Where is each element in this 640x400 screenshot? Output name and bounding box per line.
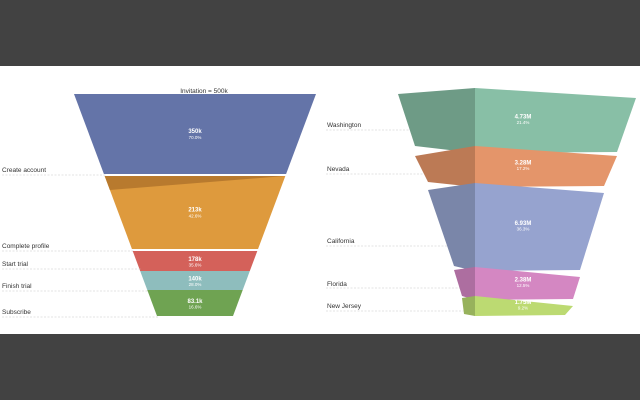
- funnel-stage-label: Create account: [2, 167, 46, 174]
- funnel-stage-label: Subscribe: [2, 309, 31, 316]
- funnel-percent-label: 28.0%: [189, 282, 202, 287]
- funnel-3d-front-face-3: [475, 267, 580, 300]
- funnel-value-label: 83.1k: [187, 299, 203, 305]
- funnel-segment-1: [104, 176, 286, 249]
- funnel-segment-4: [147, 290, 243, 316]
- funnel-3d-side-face: [415, 146, 475, 187]
- funnel-3d-value-label: 6.93M: [515, 221, 532, 227]
- funnel-percent-label: 35.6%: [189, 263, 202, 268]
- funnel-3d-stage-label: Florida: [327, 281, 347, 288]
- funnel-percent-label: 16.6%: [189, 305, 202, 310]
- funnel-percent-label: 42.6%: [189, 214, 202, 219]
- funnel-3d-side-face: [428, 183, 475, 271]
- funnel-percent-label: 70.0%: [189, 135, 202, 140]
- funnel-segment-0: [74, 94, 316, 174]
- funnel-3d-side-face: [462, 296, 475, 316]
- funnel-value-label: 178k: [188, 257, 202, 263]
- funnel-stage-label: Complete profile: [2, 243, 50, 250]
- funnel-3d-stage-label: Washington: [327, 122, 361, 129]
- funnel-3d-percent-label: 21.4%: [517, 120, 530, 125]
- funnel-3d-front-face-0: [475, 88, 636, 153]
- funnel-3d-side-face: [454, 267, 475, 300]
- funnel-3d-value-label: 4.73M: [515, 115, 532, 121]
- funnel-segment-3: [140, 271, 250, 290]
- funnel-value-label: 140k: [188, 277, 202, 283]
- funnel-3d-stage-label: California: [327, 238, 355, 245]
- funnel-stage-label: Start trial: [2, 261, 29, 268]
- funnel-stage-label: Finish trial: [2, 283, 32, 290]
- funnel-3d-front-face-2: [475, 183, 604, 271]
- funnel-3d-stage-label: New Jersey: [327, 303, 362, 310]
- funnel-3d-value-label: 2.38M: [515, 278, 532, 284]
- funnel-3d-side-face: [398, 88, 475, 153]
- funnel-3d-front-face-1: [475, 146, 617, 187]
- funnel-value-label: 213k: [188, 208, 202, 214]
- funnel-title: Invitation = 500k: [180, 88, 228, 95]
- funnel-3d-percent-label: 9.2%: [518, 306, 528, 311]
- funnel-fold-shadow: [104, 176, 286, 190]
- funnel-3d-front-face-4: [475, 296, 573, 316]
- funnel-3d-percent-label: 36.3%: [517, 227, 530, 232]
- funnel-3d-value-label: 1.75M: [515, 300, 532, 306]
- funnel-segment-2: [132, 251, 258, 271]
- funnel-value-label: 350k: [188, 129, 202, 135]
- funnel-3d-percent-label: 12.5%: [517, 283, 530, 288]
- funnel-3d-stage-label: Nevada: [327, 166, 350, 173]
- funnel-3d-percent-label: 17.2%: [517, 166, 530, 171]
- funnel-3d-value-label: 3.28M: [515, 161, 532, 167]
